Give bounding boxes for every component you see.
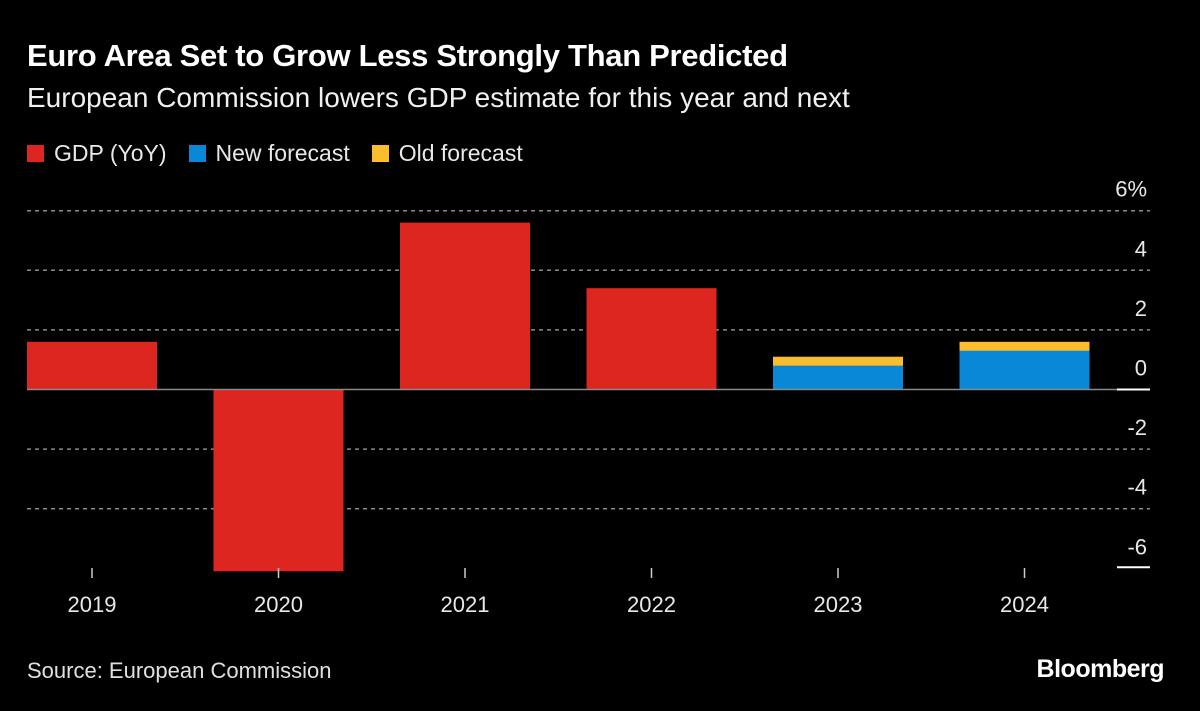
y-tick-label: 4 bbox=[1135, 236, 1147, 261]
legend-label-new-forecast: New forecast bbox=[215, 140, 350, 166]
legend-label-old-forecast: Old forecast bbox=[398, 140, 523, 166]
y-tick-label: 6% bbox=[1115, 177, 1147, 202]
bar-new-forecast-2024 bbox=[959, 350, 1090, 390]
bar-gdp-2022 bbox=[586, 288, 717, 390]
y-tick-label: 0 bbox=[1135, 356, 1147, 381]
y-tick-label: -4 bbox=[1127, 475, 1147, 500]
bloomberg-logo: Bloomberg bbox=[1036, 655, 1165, 683]
legend-label-gdp: GDP (YoY) bbox=[54, 140, 167, 166]
legend-swatch-old-forecast bbox=[371, 145, 389, 162]
chart-title: Euro Area Set to Grow Less Strongly Than… bbox=[27, 38, 788, 73]
x-tick-label: 2021 bbox=[441, 592, 490, 617]
legend-swatch-gdp bbox=[27, 145, 44, 162]
legend-swatch-new-forecast bbox=[188, 145, 206, 162]
x-tick-label: 2020 bbox=[254, 592, 303, 617]
bar-new-forecast-2023 bbox=[773, 365, 903, 390]
bar-gdp-2021 bbox=[400, 222, 530, 390]
source-note: Source: European Commission bbox=[27, 658, 332, 683]
x-tick-label: 2024 bbox=[1000, 592, 1049, 617]
legend-item-gdp: GDP (YoY) bbox=[27, 140, 167, 167]
x-tick-label: 2022 bbox=[627, 592, 676, 617]
y-tick-label: 2 bbox=[1135, 296, 1147, 321]
legend-item-old-forecast: Old forecast bbox=[371, 140, 523, 167]
chart-subtitle: European Commission lowers GDP estimate … bbox=[27, 82, 850, 113]
bar-gdp-2020 bbox=[213, 389, 344, 572]
y-tick-label: -2 bbox=[1127, 415, 1147, 440]
x-tick-label: 2023 bbox=[814, 592, 863, 617]
y-tick-label: -6 bbox=[1127, 534, 1147, 559]
bar-gdp-2019 bbox=[27, 341, 157, 390]
legend: GDP (YoY) New forecast Old forecast bbox=[27, 140, 523, 167]
legend-item-new-forecast: New forecast bbox=[188, 140, 350, 167]
x-tick-label: 2019 bbox=[68, 592, 117, 617]
